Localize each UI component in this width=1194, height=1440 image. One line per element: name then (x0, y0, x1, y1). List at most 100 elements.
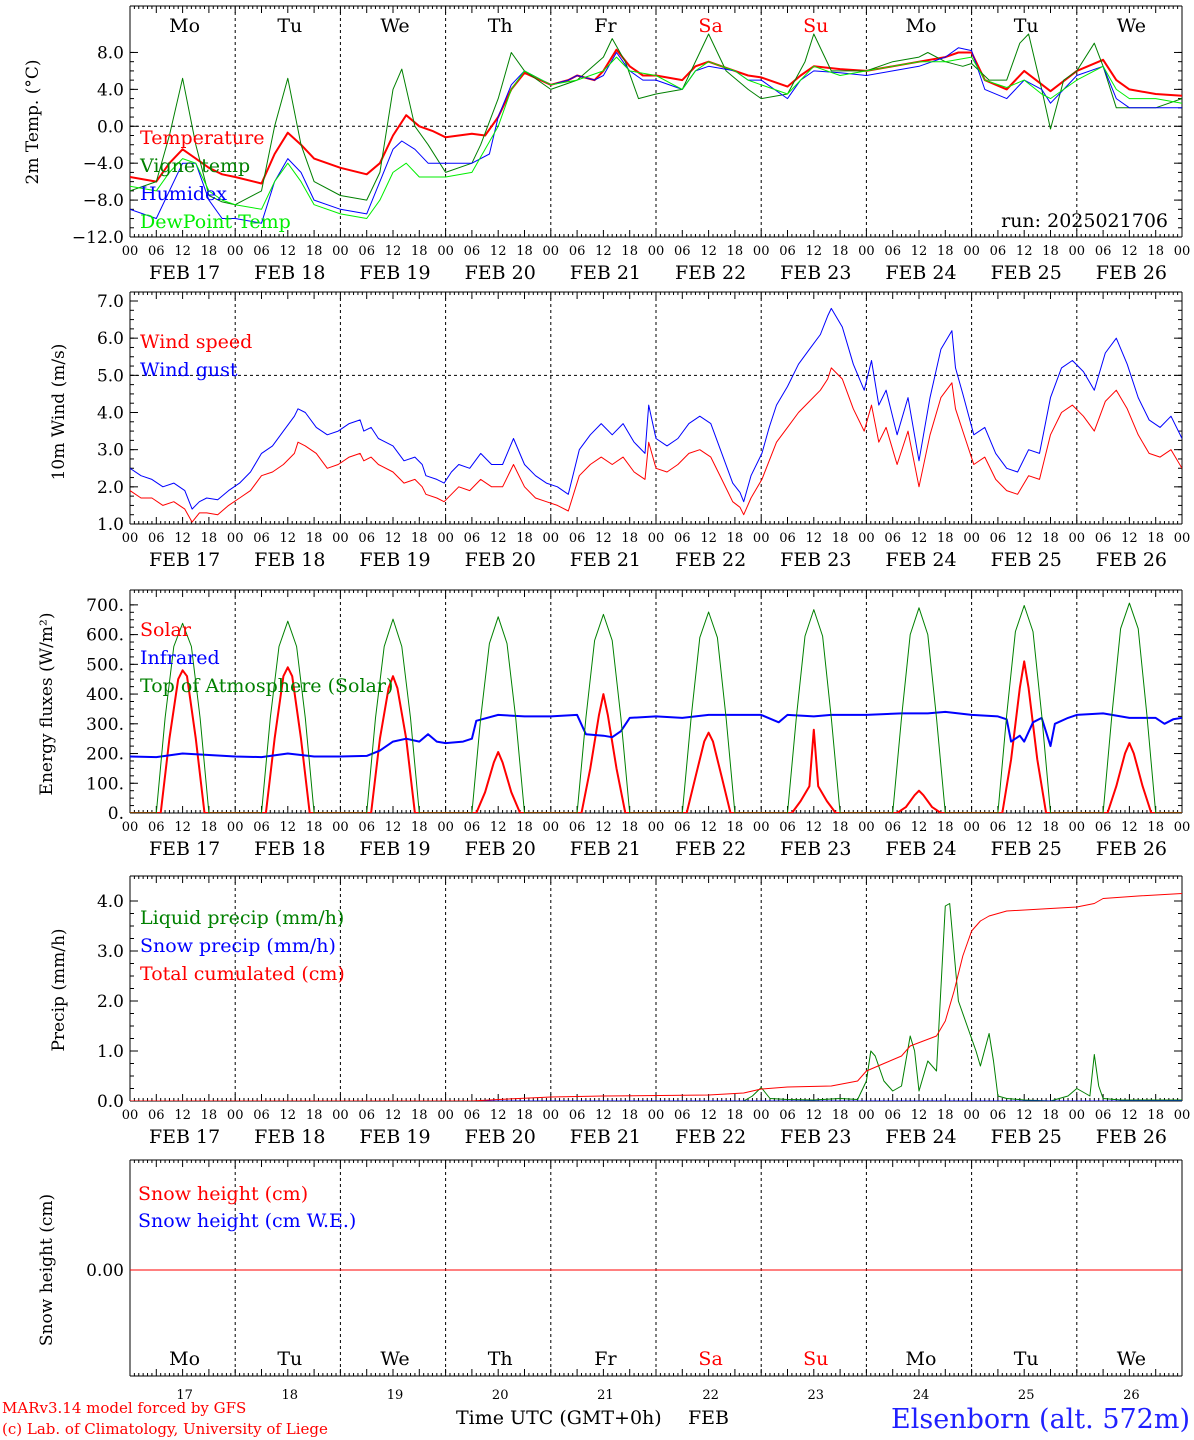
x-tick-label: 00 (648, 244, 665, 259)
x-tick-label: 00 (1174, 1108, 1191, 1123)
x-tick-label: 06 (884, 1108, 901, 1123)
x-tick-label: 06 (779, 1108, 796, 1123)
series-wind-gust (130, 307, 1182, 510)
y-tick-label: 1.0 (97, 515, 124, 535)
x-tick-label: 00 (963, 1108, 980, 1123)
x-tick-label: 06 (1095, 820, 1112, 835)
x-tick-label: 18 (516, 1108, 533, 1123)
series-infrared (130, 710, 1182, 759)
weekday-label: We (380, 15, 409, 37)
legend-entry: Temperature (140, 127, 264, 149)
x-tick-label: 06 (148, 820, 165, 835)
x-tick-label: 00 (1069, 1108, 1086, 1123)
y-tick-label: 700. (86, 596, 124, 616)
legend-entry: Top of Atmosphere (Solar) (140, 675, 393, 697)
date-label: FEB 19 (359, 1126, 430, 1148)
x-tick-label: 18 (306, 244, 323, 259)
day-number-label: 23 (808, 1388, 825, 1403)
x-tick-label: 12 (490, 244, 507, 259)
x-tick-label: 12 (385, 531, 402, 546)
x-tick-label: 06 (569, 1108, 586, 1123)
x-tick-label: 18 (937, 1108, 954, 1123)
y-tick-label: −8.0 (83, 191, 124, 211)
date-label: FEB 25 (991, 549, 1062, 571)
y-tick-label: 100. (86, 774, 124, 794)
y-axis-label: 2m Temp. (°C) (23, 59, 43, 184)
x-tick-label: 18 (516, 531, 533, 546)
x-tick-label: 18 (1147, 820, 1164, 835)
series-group (130, 893, 1182, 1101)
date-label: FEB 20 (465, 262, 536, 284)
y-tick-label: 2.0 (97, 992, 124, 1012)
lab-credit: (c) Lab. of Climatology, University of L… (2, 1420, 328, 1438)
x-tick-label: 00 (963, 820, 980, 835)
model-credit: MARv3.14 model forced by GFS (2, 1399, 246, 1417)
y-axis-label: 10m Wind (m/s) (49, 344, 69, 481)
x-tick-label: 06 (674, 1108, 691, 1123)
series-top-of-atmosphere-solar (130, 602, 1182, 813)
date-label: FEB 20 (465, 1126, 536, 1148)
y-tick-label: 300. (86, 715, 124, 735)
legend-entry: Infrared (140, 647, 220, 669)
x-tick-label: 00 (1174, 244, 1191, 259)
x-tick-label: 00 (437, 1108, 454, 1123)
x-tick-label: 12 (1016, 1108, 1033, 1123)
x-tick-label: 18 (832, 1108, 849, 1123)
x-tick-label: 06 (358, 244, 375, 259)
x-tick-label: 12 (1121, 244, 1138, 259)
date-label: FEB 24 (885, 1126, 956, 1148)
series-total-cumulated-cm (130, 893, 1182, 1101)
x-tick-label: 12 (280, 244, 297, 259)
x-tick-label: 00 (1069, 244, 1086, 259)
panel-1: 8.0 4.0 0.0 −4.0 −8.0 −12.0 2m Temp. (°C) 00 06 1… (23, 5, 1191, 284)
date-label: FEB 23 (780, 262, 851, 284)
date-label: FEB 19 (359, 549, 430, 571)
run-annotation: run: 2025021706 (1001, 210, 1168, 232)
x-tick-label: 18 (1042, 244, 1059, 259)
x-tick-label: 00 (543, 820, 560, 835)
date-label: FEB 21 (570, 549, 641, 571)
date-label: FEB 22 (675, 838, 746, 860)
x-tick-label: 06 (253, 820, 270, 835)
y-tick-label: 4.0 (97, 80, 124, 100)
y-tick-label: 6.0 (97, 329, 124, 349)
x-tick-label: 06 (990, 1108, 1007, 1123)
y-tick-label: 2.0 (97, 478, 124, 498)
y-tick-label: 5.0 (97, 366, 124, 386)
weekday-label: Tu (1014, 15, 1039, 37)
x-tick-label: 18 (306, 531, 323, 546)
x-tick-label: 00 (437, 531, 454, 546)
y-tick-label: −12.0 (72, 228, 124, 248)
date-label: FEB 23 (780, 1126, 851, 1148)
x-tick-label: 18 (201, 1108, 218, 1123)
y-axis-label: Snow height (cm) (37, 1194, 57, 1346)
x-tick-label: 06 (253, 531, 270, 546)
y-tick-label: 400. (86, 685, 124, 705)
x-tick-label: 00 (227, 531, 244, 546)
date-label: FEB 17 (149, 549, 220, 571)
weekday-label: Th (488, 1348, 513, 1370)
x-tick-label: 18 (516, 244, 533, 259)
weekday-label: Th (488, 15, 513, 37)
x-tick-label: 00 (437, 244, 454, 259)
x-tick-label: 18 (411, 531, 428, 546)
x-tick-label: 12 (806, 244, 823, 259)
x-tick-label: 00 (122, 531, 139, 546)
x-tick-label: 18 (1147, 244, 1164, 259)
date-label: FEB 18 (254, 1126, 325, 1148)
legend-entry: Liquid precip (mm/h) (140, 907, 344, 929)
x-tick-label: 06 (674, 244, 691, 259)
x-tick-label: 18 (306, 1108, 323, 1123)
x-tick-label: 06 (884, 244, 901, 259)
panel-5: 0.00 Snow height (cm) Mo Tu We Th Fr Sa Su Mo Tu We… (37, 1159, 1183, 1403)
x-tick-label: 12 (806, 1108, 823, 1123)
x-tick-label: 18 (1147, 531, 1164, 546)
legend-entry: Humidex (140, 183, 227, 205)
x-tick-label: 18 (937, 244, 954, 259)
x-tick-label: 00 (648, 1108, 665, 1123)
x-tick-label: 18 (937, 531, 954, 546)
date-label: FEB 20 (465, 549, 536, 571)
x-tick-label: 18 (621, 531, 638, 546)
x-tick-label: 18 (937, 820, 954, 835)
date-label: FEB 17 (149, 262, 220, 284)
